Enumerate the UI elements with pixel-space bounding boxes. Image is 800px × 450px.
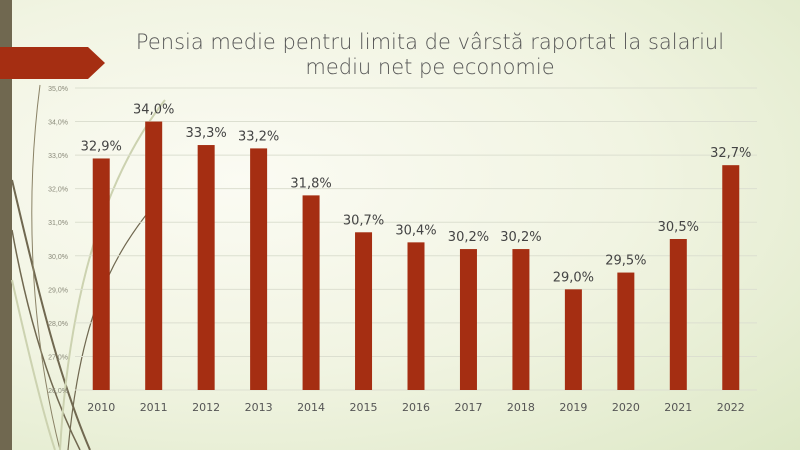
x-tick-label: 2018 [507, 401, 535, 414]
x-tick-label: 2021 [664, 401, 692, 414]
x-tick-label: 2011 [140, 401, 168, 414]
x-tick-label: 2017 [454, 401, 482, 414]
data-label: 30,5% [658, 220, 699, 235]
y-tick-label: 31,0% [48, 220, 68, 227]
data-label: 33,2% [238, 129, 279, 144]
x-tick-label: 2013 [245, 401, 273, 414]
bar [355, 232, 373, 390]
decorative-curves [11, 84, 166, 450]
x-tick-label: 2014 [297, 401, 325, 414]
bar [407, 242, 425, 390]
bar [302, 195, 320, 390]
x-tick-label: 2019 [559, 401, 587, 414]
y-tick-label: 26,0% [48, 388, 68, 395]
y-tick-label: 29,0% [48, 287, 68, 294]
title-arrow-decoration [0, 47, 105, 79]
data-label: 33,3% [185, 126, 226, 141]
data-label: 30,7% [343, 213, 384, 228]
bar [145, 121, 163, 391]
chart-title-line: mediu net pe economie [305, 55, 555, 79]
y-tick-label: 27,0% [48, 354, 68, 361]
decorative-side-bar [0, 0, 12, 450]
bar [669, 239, 687, 390]
data-label: 29,0% [553, 270, 594, 285]
bar [250, 148, 268, 390]
bar [459, 249, 477, 390]
chart-title: Pensia medie pentru limita de vârstă rap… [110, 30, 750, 80]
y-tick-label: 30,0% [48, 254, 68, 261]
data-label: 29,5% [605, 254, 646, 269]
chart-title-line: Pensia medie pentru limita de vârstă rap… [135, 30, 725, 54]
bar [722, 165, 740, 390]
x-tick-label: 2022 [717, 401, 745, 414]
y-tick-label: 28,0% [48, 321, 68, 328]
bar [92, 158, 110, 390]
x-tick-label: 2016 [402, 401, 430, 414]
y-tick-label: 35,0% [48, 86, 68, 93]
x-tick-label: 2012 [192, 401, 220, 414]
data-label: 32,9% [81, 139, 122, 154]
bar [512, 249, 530, 390]
y-tick-label: 34,0% [48, 120, 68, 127]
bar [617, 272, 635, 390]
data-label: 32,7% [710, 146, 751, 161]
data-label: 30,4% [395, 223, 436, 238]
x-tick-label: 2010 [87, 401, 115, 414]
data-label: 31,8% [290, 176, 331, 191]
bar [197, 145, 215, 390]
bar [564, 289, 582, 390]
x-tick-label: 2020 [612, 401, 640, 414]
x-tick-label: 2015 [350, 401, 378, 414]
data-label: 30,2% [448, 230, 489, 245]
data-label: 34,0% [133, 103, 174, 118]
y-tick-label: 32,0% [48, 187, 68, 194]
data-label: 30,2% [500, 230, 541, 245]
y-tick-label: 33,0% [48, 153, 68, 160]
